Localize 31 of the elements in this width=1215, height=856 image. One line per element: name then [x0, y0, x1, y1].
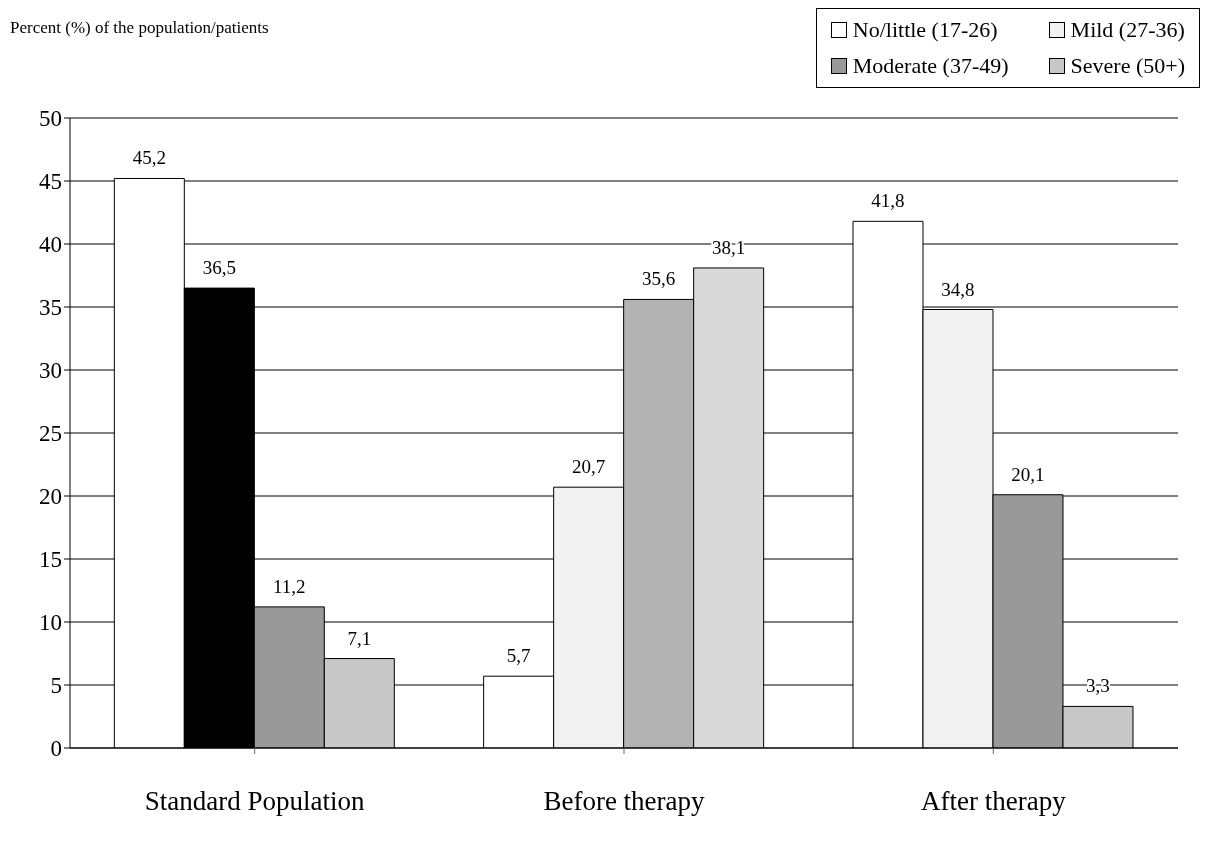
y-tick-label: 15	[39, 547, 62, 573]
y-tick-label: 30	[39, 358, 62, 384]
y-tick-label: 5	[50, 673, 62, 699]
x-tick-label: Before therapy	[543, 786, 706, 817]
y-tick-label: 45	[39, 169, 62, 195]
data-label: 36,5	[202, 257, 236, 279]
legend-label: Mild (27-36)	[1070, 17, 1185, 43]
y-tick-label: 50	[39, 106, 62, 132]
y-axis-title: Percent (%) of the population/patients	[10, 18, 269, 38]
y-tick-label: 25	[39, 421, 62, 447]
data-label: 7,1	[347, 627, 372, 649]
data-label: 5,7	[506, 645, 531, 667]
legend-label: No/little (17-26)	[852, 17, 998, 43]
data-label: 20,7	[572, 456, 606, 478]
x-tick-label: Standard Population	[144, 786, 366, 817]
data-label: 38,1	[712, 236, 746, 258]
data-label: 3,3	[1086, 675, 1110, 697]
x-tick-label: After therapy	[920, 786, 1067, 817]
legend-label: Severe (50+)	[1070, 53, 1185, 79]
data-label: 41,8	[871, 190, 905, 212]
data-label: 35,6	[642, 268, 676, 290]
data-label: 45,2	[132, 147, 166, 169]
y-tick-label: 10	[39, 610, 62, 636]
data-label: 11,2	[273, 575, 306, 597]
data-label: 20,1	[1011, 463, 1045, 485]
y-tick-label: 35	[39, 295, 62, 321]
legend-label: Moderate (37-49)	[852, 53, 1009, 79]
data-label: 34,8	[941, 278, 975, 300]
y-tick-label: 40	[39, 232, 62, 258]
y-tick-label: 20	[39, 484, 62, 510]
y-tick-label: 0	[50, 736, 62, 762]
